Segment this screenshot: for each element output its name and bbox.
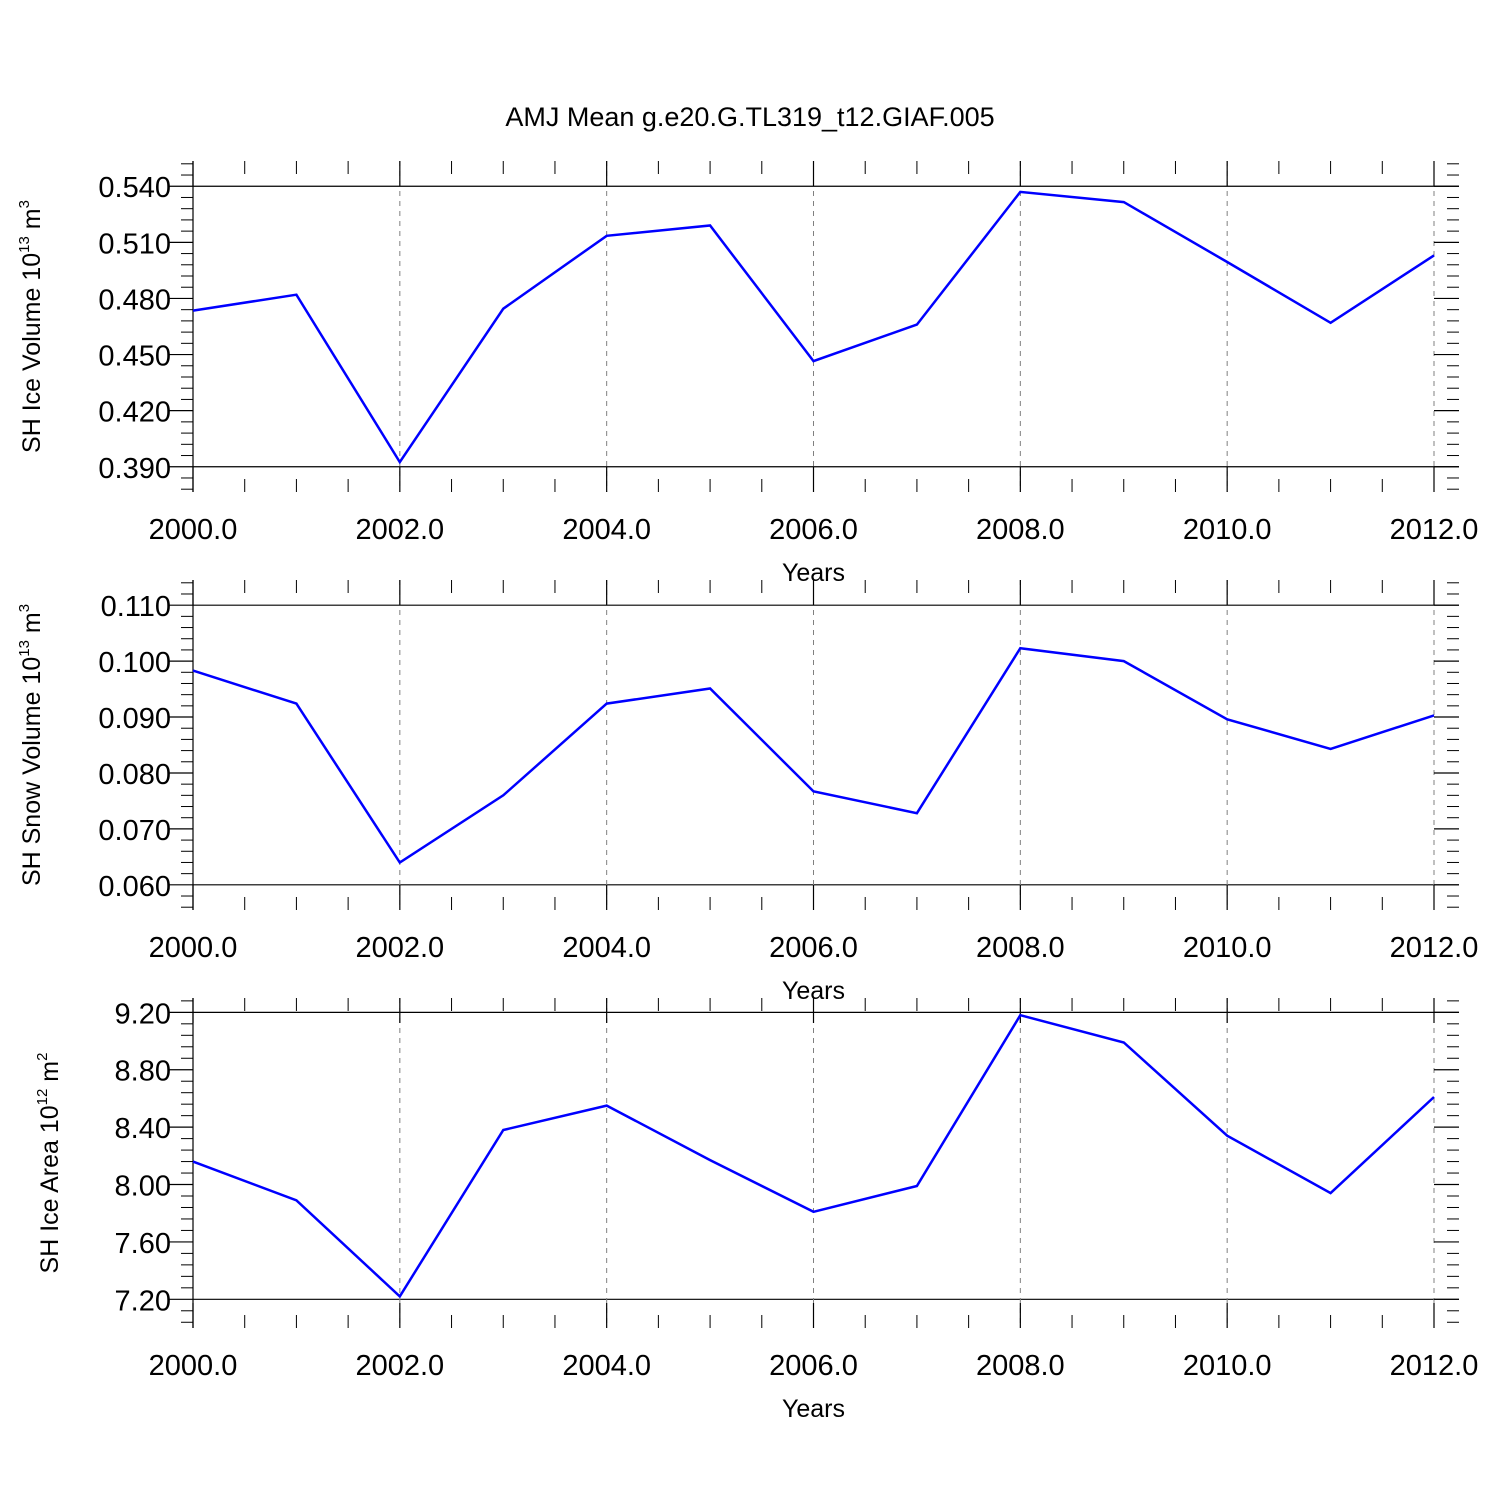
- y-tick-label: 9.20: [115, 998, 171, 1030]
- x-tick-label: 2012.0: [1390, 514, 1479, 546]
- y-tick-label: 0.070: [98, 815, 171, 847]
- y-axis-title-unit: m: [18, 208, 46, 236]
- y-axis-title-text: SH Snow Volume 10: [18, 657, 46, 886]
- x-tick-label: 2000.0: [149, 932, 238, 964]
- y-axis-title: SH Ice Area 1012 m2: [34, 1053, 64, 1274]
- x-tick-label: 2004.0: [562, 1350, 651, 1382]
- y-axis-title-exponent: 13: [16, 640, 33, 657]
- x-tick-label: 2000.0: [149, 1350, 238, 1382]
- x-tick-label: 2004.0: [562, 932, 651, 964]
- y-tick-label: 8.00: [115, 1171, 171, 1203]
- x-axis-title: Years: [782, 1395, 845, 1423]
- y-axis-title-exponent: 13: [16, 236, 33, 253]
- y-tick-label: 0.090: [98, 703, 171, 735]
- series-line: [192, 190, 1435, 465]
- y-tick-label: 0.510: [98, 228, 171, 260]
- chart-panel-3: 2000.0 2002.0 2004.0 2006.0 2008.0 2010.0 2012…: [34, 998, 1478, 1423]
- series-line: [192, 1013, 1435, 1299]
- y-tick-label: 7.20: [115, 1285, 171, 1317]
- panels: 2000.0 2002.0 2004.0 2006.0 2008.0 2010.0 2012…: [16, 161, 1478, 1423]
- y-tick-label: 0.060: [98, 871, 171, 903]
- series-line: [192, 646, 1435, 865]
- x-tick-label: 2002.0: [355, 1350, 444, 1382]
- x-tick-label: 2004.0: [562, 514, 651, 546]
- y-axis-title-exponent: 12: [34, 1089, 51, 1106]
- y-axis-title-unit-exponent: 3: [16, 604, 33, 612]
- y-axis-title-unit-exponent: 2: [34, 1053, 51, 1061]
- y-tick-label: 7.60: [115, 1228, 171, 1260]
- x-tick-label: 2010.0: [1183, 1350, 1272, 1382]
- y-tick-label: 0.110: [101, 591, 171, 623]
- y-axis-title-text: SH Ice Volume 10: [18, 253, 46, 453]
- x-tick-label: 2002.0: [355, 932, 444, 964]
- x-tick-label: 2008.0: [976, 1350, 1065, 1382]
- x-tick-label: 2012.0: [1390, 932, 1479, 964]
- y-tick-label: 0.450: [98, 341, 171, 373]
- y-tick-label: 8.40: [115, 1113, 171, 1145]
- x-tick-label: 2002.0: [355, 514, 444, 546]
- y-tick-label: 0.390: [98, 453, 171, 485]
- x-tick-label: 2006.0: [769, 514, 858, 546]
- y-axis-title: SH Ice Volume 1013 m3: [16, 200, 46, 453]
- y-tick-label: 0.420: [98, 397, 171, 429]
- y-axis-title-unit-exponent: 3: [16, 200, 33, 208]
- y-tick-label: 8.80: [115, 1056, 171, 1088]
- y-tick-label: 0.100: [98, 647, 171, 679]
- y-axis-title: SH Snow Volume 1013 m3: [16, 604, 46, 886]
- chart-panel-1: 2000.0 2002.0 2004.0 2006.0 2008.0 2010.0 2012…: [16, 161, 1478, 587]
- x-tick-label: 2006.0: [769, 1350, 858, 1382]
- x-tick-label: 2008.0: [976, 932, 1065, 964]
- x-tick-label: 2010.0: [1183, 514, 1272, 546]
- figure-title: AMJ Mean g.e20.G.TL319_t12.GIAF.005: [505, 102, 994, 132]
- y-tick-label: 0.080: [98, 759, 171, 791]
- y-tick-label: 0.540: [98, 172, 171, 204]
- y-axis-title-text: SH Ice Area 10: [36, 1105, 64, 1273]
- y-tick-label: 0.480: [98, 284, 171, 316]
- x-tick-label: 2010.0: [1183, 932, 1272, 964]
- chart-panel-2: 2000.0 2002.0 2004.0 2006.0 2008.0 2010.0 2012…: [16, 580, 1478, 1005]
- y-axis-title-unit: m: [18, 612, 46, 640]
- x-tick-label: 2000.0: [149, 514, 238, 546]
- x-tick-label: 2008.0: [976, 514, 1065, 546]
- x-tick-label: 2012.0: [1390, 1350, 1479, 1382]
- y-axis-title-unit: m: [36, 1061, 64, 1089]
- x-tick-label: 2006.0: [769, 932, 858, 964]
